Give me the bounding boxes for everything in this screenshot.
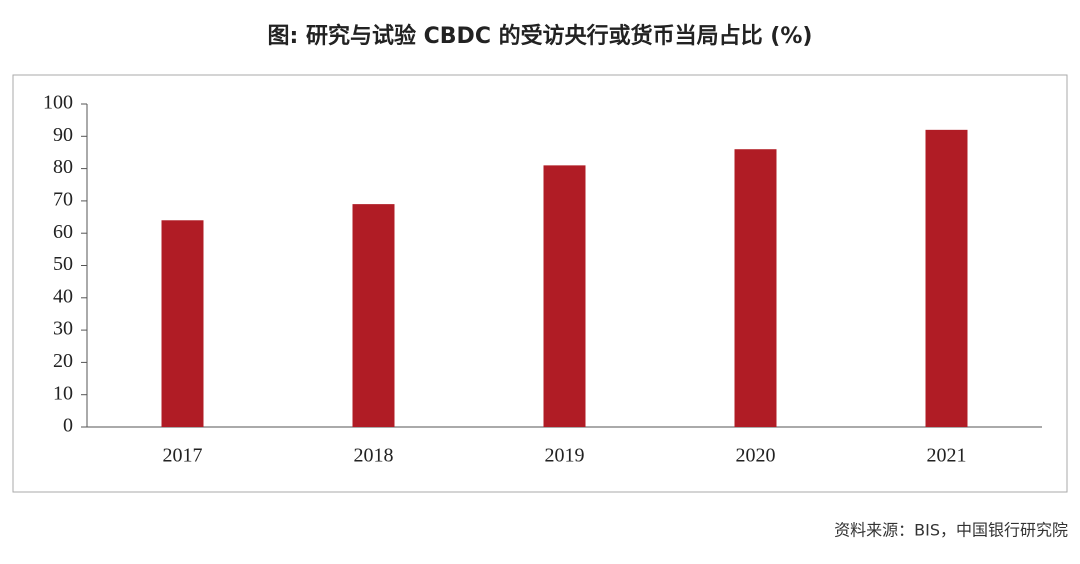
y-tick-label: 40	[53, 285, 73, 307]
x-tick-label: 2018	[354, 445, 394, 467]
x-tick-label: 2021	[927, 445, 967, 467]
x-tick-label: 2017	[163, 445, 203, 467]
y-tick-label: 100	[43, 92, 73, 114]
bar	[543, 165, 586, 427]
x-tick-label: 2020	[736, 445, 776, 467]
y-tick-label: 50	[53, 253, 73, 275]
y-tick-label: 20	[53, 350, 73, 372]
y-tick-label: 90	[53, 124, 73, 146]
x-tick-label: 2019	[545, 445, 585, 467]
source-note: 资料来源：BIS，中国银行研究院	[834, 521, 1068, 540]
bar	[161, 220, 204, 427]
chart-title: 图: 研究与试验 CBDC 的受访央行或货币当局占比 (%)	[268, 23, 813, 49]
bar	[352, 204, 395, 427]
bar	[925, 129, 968, 427]
y-tick-label: 80	[53, 156, 73, 178]
bar	[734, 149, 777, 427]
y-tick-label: 30	[53, 318, 73, 340]
y-tick-label: 0	[63, 415, 73, 437]
y-tick-label: 60	[53, 221, 73, 243]
chart-frame	[12, 74, 1068, 493]
y-tick-label: 10	[53, 382, 73, 404]
y-tick-label: 70	[53, 188, 73, 210]
